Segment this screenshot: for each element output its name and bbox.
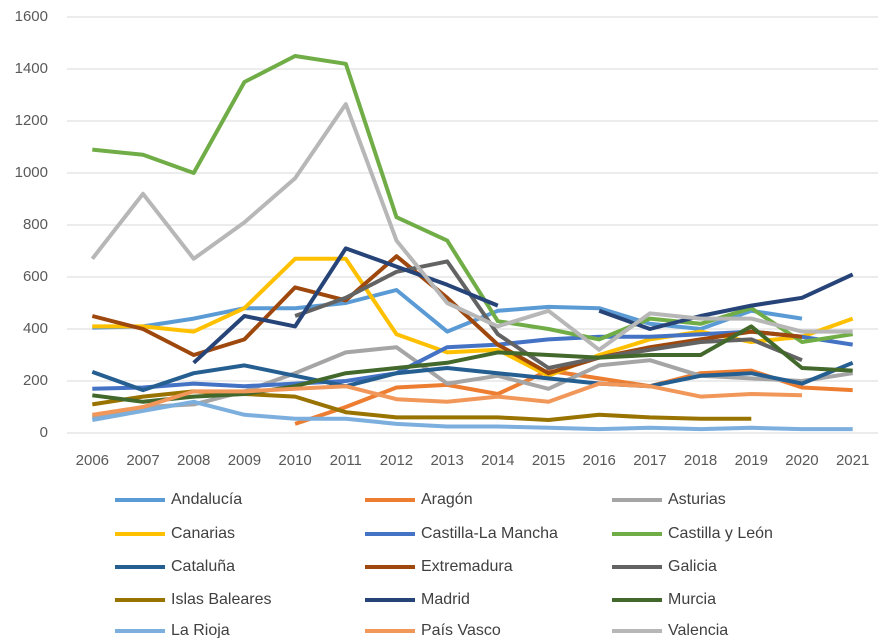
legend-label: Murcia: [668, 591, 716, 608]
legend-label: Valencia: [668, 622, 728, 638]
series-line: [192, 246, 854, 365]
x-tick-label: 2017: [633, 452, 666, 469]
series-line: [92, 329, 854, 391]
y-tick-label: 600: [23, 268, 48, 285]
legend-label: Castilla-La Mancha: [421, 525, 558, 542]
legend-label: Canarias: [171, 525, 235, 542]
x-tick-label: 2016: [583, 452, 616, 469]
x-tick-label: 2011: [330, 452, 362, 469]
series-line: [91, 399, 853, 432]
legend-label: Galicia: [668, 558, 717, 575]
x-tick-label: 2013: [430, 452, 463, 469]
x-tick-label: 2009: [228, 452, 261, 469]
legend-label: Madrid: [421, 591, 470, 608]
series-line: [294, 259, 803, 370]
series-line: [91, 381, 803, 417]
x-tick-label: 2010: [278, 452, 311, 469]
y-tick-label: 800: [23, 216, 48, 233]
y-tick-label: 1600: [15, 8, 48, 25]
legend-label: Asturias: [668, 491, 726, 508]
x-tick-label: 2008: [177, 452, 210, 469]
x-tick-label: 2020: [785, 452, 818, 469]
legend-label: País Vasco: [421, 622, 501, 638]
y-tick-label: 1400: [15, 60, 48, 77]
x-tick-label: 2014: [481, 452, 514, 469]
series-line: [92, 54, 854, 344]
y-tick-label: 1200: [15, 112, 48, 129]
x-tick-label: 2019: [735, 452, 768, 469]
legend-label: Extremadura: [421, 558, 513, 575]
x-tick-label: 2015: [532, 452, 565, 469]
legend-label: Castilla y León: [668, 525, 773, 542]
series-line: [90, 102, 853, 352]
x-tick-label: 2006: [76, 452, 109, 469]
series-line: [92, 288, 803, 334]
legend-label: Aragón: [421, 491, 473, 508]
x-tick-label: 2007: [126, 452, 159, 469]
legend-label: La Rioja: [171, 622, 230, 638]
legend-label: Andalucía: [171, 491, 242, 508]
y-tick-label: 200: [23, 372, 48, 389]
y-tick-label: 1000: [15, 164, 48, 181]
legend-label: Islas Baleares: [171, 591, 272, 608]
y-tick-label: 0: [40, 424, 48, 441]
series-line: [92, 324, 853, 404]
series-line: [91, 345, 854, 420]
x-tick-label: 2021: [836, 452, 869, 469]
series-line: [91, 360, 854, 393]
x-tick-label: 2018: [684, 452, 717, 469]
x-tick-label: 2012: [380, 452, 413, 469]
legend-label: Cataluña: [171, 558, 235, 575]
y-tick-label: 400: [23, 320, 48, 337]
